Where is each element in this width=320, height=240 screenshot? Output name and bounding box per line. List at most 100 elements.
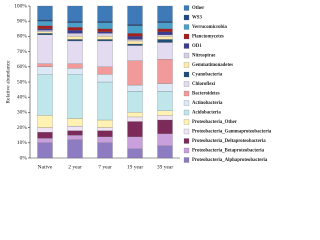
bar-segment	[127, 121, 143, 137]
bar-segment	[97, 119, 113, 128]
bar-segment	[67, 68, 83, 75]
bar-segment	[37, 142, 53, 159]
legend-swatch	[183, 119, 190, 125]
bar-segment	[67, 30, 83, 34]
bar-segment	[97, 136, 113, 143]
legend-swatch	[183, 5, 190, 11]
bar-segment	[157, 36, 173, 40]
legend-label: Chloroflexi	[192, 82, 216, 87]
bar-segment	[37, 31, 53, 34]
bar-segment	[127, 43, 143, 46]
y-tick-label: 50%	[17, 79, 28, 85]
bar-segment	[97, 127, 113, 131]
bar-segment	[97, 33, 113, 37]
y-tick-label: 10%	[17, 140, 28, 146]
legend-label: Other	[192, 6, 205, 11]
x-tick-label: 7 year	[98, 164, 112, 170]
legend-label: Gemmatimonadetes	[192, 63, 233, 68]
bar-segment	[37, 19, 53, 22]
bar-segment	[37, 21, 53, 26]
legend-label: Nitrospirae	[192, 54, 215, 59]
bar-segment	[67, 135, 83, 140]
bar-segment	[157, 21, 173, 23]
bar-segment	[97, 66, 113, 75]
legend-swatch	[183, 62, 190, 68]
bar-segment	[67, 74, 83, 119]
bar-segment	[127, 91, 143, 113]
legend-swatch	[183, 43, 190, 49]
bar-segment	[67, 27, 83, 31]
bar-segment	[37, 127, 53, 133]
legend-label: Proteobacteria_Alphaproteobacteria	[192, 158, 268, 163]
legend-label: Bacteroidetes	[192, 92, 220, 97]
y-tick-label: 30%	[17, 110, 28, 116]
bar-segment	[157, 5, 173, 22]
legend-swatch	[183, 90, 190, 97]
legend-swatch	[183, 109, 190, 116]
legend-swatch	[183, 100, 190, 106]
bar-segment	[37, 74, 53, 116]
bar-segment	[127, 45, 143, 61]
bar-segment	[67, 63, 83, 69]
bar-segment	[127, 39, 143, 42]
bar-segment	[157, 34, 173, 37]
bar-segment	[37, 132, 53, 139]
bar-segment	[67, 125, 83, 131]
legend-swatch	[183, 138, 190, 144]
bar-segment	[37, 33, 53, 35]
legend-swatch	[183, 128, 190, 135]
x-tick-label: Native	[38, 164, 53, 170]
legend-label: Proteobacteria_Betaproteobacteria	[192, 149, 265, 154]
legend-label: Acidobacteria	[192, 111, 221, 116]
legend-label: Proteobacteria_Deltaproteobacteria	[192, 139, 266, 144]
bar-segment	[97, 40, 113, 67]
legend-label: Actinobacteria	[192, 101, 223, 106]
legend-swatch	[183, 52, 190, 59]
x-tick-label: 19 year	[127, 164, 144, 170]
bar-segment	[157, 22, 173, 29]
bar-segment	[97, 28, 113, 32]
bar-segment	[37, 30, 53, 32]
legend-label: Planctomycetes	[192, 35, 224, 40]
y-tick-label: 60%	[17, 64, 28, 70]
y-tick-label: 70%	[17, 49, 28, 55]
bar-segment	[67, 22, 83, 28]
legend-label: Cyanobacteria	[192, 73, 223, 78]
bar-segment	[67, 130, 83, 136]
bar-segment	[97, 21, 113, 23]
bar-segment	[37, 28, 53, 31]
legend-label: Proteobacteria_Other	[192, 120, 238, 125]
y-tick-label: 80%	[17, 34, 28, 40]
bar-segment	[97, 36, 113, 40]
legend-label: OD1	[192, 44, 202, 49]
bar-segment	[157, 59, 173, 84]
bar-segment	[157, 145, 173, 159]
bar-segment	[157, 83, 173, 92]
bar-segment	[67, 40, 83, 64]
legend-swatch	[183, 71, 190, 78]
bar-segment	[127, 36, 143, 40]
bar-segment	[67, 21, 83, 23]
legend-label: Proteobacteria_Gammaproteobacteria	[192, 130, 272, 135]
bar-segment	[127, 84, 143, 92]
legend-swatch	[183, 24, 190, 30]
legend-swatch	[183, 147, 190, 154]
x-tick-label: 2 year	[68, 164, 82, 170]
y-tick-label: 90%	[17, 18, 28, 24]
bar-segment	[67, 36, 83, 40]
bar-segment	[97, 81, 113, 121]
bar-segment	[127, 112, 143, 118]
bar-segment	[127, 24, 143, 26]
bar-segment	[157, 115, 173, 121]
bar-segment	[97, 31, 113, 34]
bar-segment	[67, 39, 83, 42]
bar-segment	[37, 34, 53, 64]
bar-segment	[97, 39, 113, 42]
legend-swatch	[183, 157, 190, 163]
y-tick-label: 40%	[17, 94, 28, 100]
bar-segment	[127, 40, 143, 45]
x-tick-label: 39 year	[157, 164, 174, 170]
bar-segment	[157, 42, 173, 60]
bar-segment	[97, 142, 113, 159]
bar-segment	[157, 31, 173, 35]
